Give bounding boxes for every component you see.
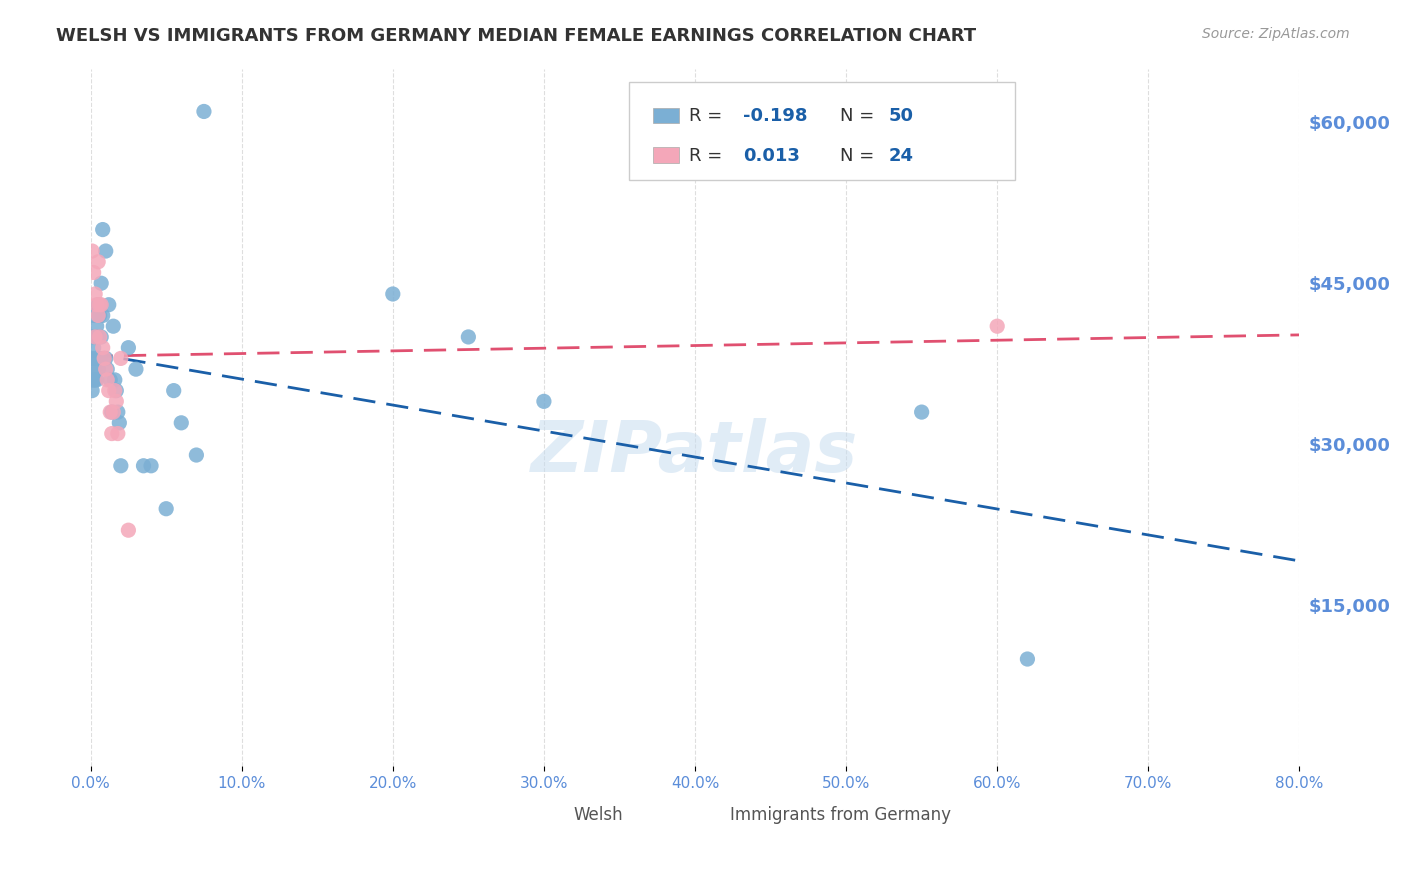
Point <box>87 330 110 344</box>
Text: -0.198: -0.198 <box>744 107 808 125</box>
Point <box>96 362 118 376</box>
Point <box>110 458 132 473</box>
Point <box>103 319 125 334</box>
Point <box>83 373 105 387</box>
Point <box>86 351 108 366</box>
Point <box>94 351 117 366</box>
Point <box>911 405 934 419</box>
Point <box>87 309 110 323</box>
Point <box>86 319 108 334</box>
Point <box>139 458 162 473</box>
FancyBboxPatch shape <box>628 82 1015 180</box>
Point <box>1017 652 1039 666</box>
Point <box>89 298 111 312</box>
Point <box>83 362 105 376</box>
Point <box>105 384 128 398</box>
Point <box>107 405 129 419</box>
FancyBboxPatch shape <box>652 147 679 162</box>
Point <box>91 341 114 355</box>
Point <box>103 405 125 419</box>
Text: Source: ZipAtlas.com: Source: ZipAtlas.com <box>1202 27 1350 41</box>
Point <box>89 330 111 344</box>
Point <box>381 287 404 301</box>
Point <box>97 384 120 398</box>
Point <box>84 287 107 301</box>
Point <box>104 373 127 387</box>
Point <box>89 351 111 366</box>
Point <box>125 362 148 376</box>
Point <box>87 362 110 376</box>
Point <box>533 394 555 409</box>
Text: N =: N = <box>839 107 880 125</box>
Point <box>83 266 105 280</box>
Point <box>155 501 177 516</box>
Point <box>107 426 129 441</box>
Point <box>104 384 127 398</box>
Point <box>457 330 479 344</box>
Point <box>86 373 108 387</box>
Text: N =: N = <box>839 147 880 165</box>
Point <box>83 309 105 323</box>
Text: 0.013: 0.013 <box>744 147 800 165</box>
Point <box>163 384 186 398</box>
Point <box>98 405 121 419</box>
Text: 50: 50 <box>889 107 914 125</box>
Point <box>110 351 132 366</box>
Point <box>91 309 114 323</box>
Point <box>97 298 120 312</box>
Point <box>82 244 104 258</box>
Point <box>87 298 110 312</box>
Point <box>90 330 112 344</box>
Point <box>93 351 115 366</box>
Text: WELSH VS IMMIGRANTS FROM GERMANY MEDIAN FEMALE EARNINGS CORRELATION CHART: WELSH VS IMMIGRANTS FROM GERMANY MEDIAN … <box>56 27 976 45</box>
Point <box>89 309 111 323</box>
Point <box>986 319 1008 334</box>
Point <box>82 384 104 398</box>
Point <box>86 298 108 312</box>
Point <box>93 351 115 366</box>
Point <box>90 277 112 291</box>
Point <box>84 373 107 387</box>
Point <box>94 362 117 376</box>
Point <box>96 373 118 387</box>
Text: R =: R = <box>689 107 728 125</box>
Text: Welsh: Welsh <box>574 806 623 824</box>
Point <box>87 254 110 268</box>
Point <box>186 448 208 462</box>
Point <box>193 104 215 119</box>
Text: ZIPatlas: ZIPatlas <box>531 417 859 487</box>
Point <box>90 298 112 312</box>
Point <box>117 523 139 537</box>
Text: R =: R = <box>689 147 728 165</box>
FancyBboxPatch shape <box>544 805 574 826</box>
Point <box>117 341 139 355</box>
Text: 24: 24 <box>889 147 914 165</box>
Point <box>82 351 104 366</box>
Point <box>84 351 107 366</box>
Point <box>83 341 105 355</box>
Point <box>94 244 117 258</box>
Point <box>132 458 155 473</box>
Text: Immigrants from Germany: Immigrants from Germany <box>730 806 950 824</box>
Point <box>91 222 114 236</box>
FancyBboxPatch shape <box>652 108 679 123</box>
Point <box>170 416 193 430</box>
Point <box>100 405 122 419</box>
Point <box>108 416 131 430</box>
Point <box>105 394 128 409</box>
FancyBboxPatch shape <box>759 805 789 826</box>
Point <box>84 330 107 344</box>
Point <box>82 330 104 344</box>
Point <box>82 373 104 387</box>
Point <box>84 330 107 344</box>
Point <box>100 426 122 441</box>
Point <box>98 373 121 387</box>
